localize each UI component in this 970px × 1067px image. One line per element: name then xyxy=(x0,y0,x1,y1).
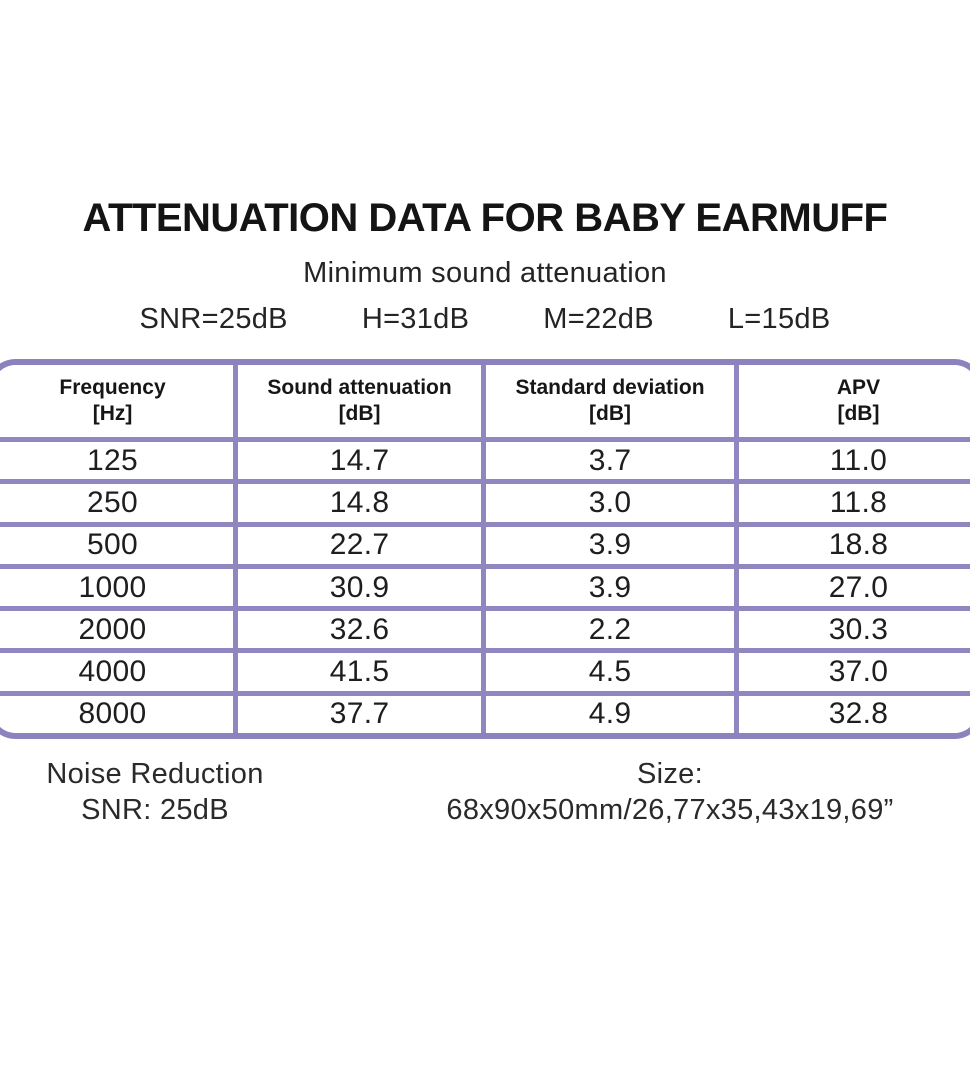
header-line: Sound attenuation xyxy=(267,375,452,399)
size-label: Size: xyxy=(637,758,703,791)
table-cell: 2000 xyxy=(0,606,234,649)
table-cell: 30.3 xyxy=(733,606,970,649)
header-unit: [dB] xyxy=(837,402,880,425)
noise-reduction-note: Noise Reduction SNR: 25dB xyxy=(0,756,310,828)
table-cell: 22.7 xyxy=(233,521,482,564)
header-cell-frequency: Frequency [Hz] xyxy=(0,365,234,437)
size-note: Size: 68x90x50mm/26,77x35,43x19,69” xyxy=(310,756,970,828)
table-cell: 3.0 xyxy=(481,479,734,522)
rating-values-row: SNR=25dB H=31dB M=22dB L=15dB xyxy=(0,303,970,336)
rating-snr: SNR=25dB xyxy=(139,303,288,335)
table-cell: 125 xyxy=(0,437,234,480)
table-cell: 11.0 xyxy=(733,437,970,480)
table-cell: 41.5 xyxy=(233,648,482,691)
header-unit: [dB] xyxy=(589,402,631,425)
header-line: Standard deviation xyxy=(515,375,705,399)
table-cell: 250 xyxy=(0,479,234,522)
header-line: Frequency xyxy=(59,375,166,399)
page-subtitle: Minimum sound attenuation xyxy=(303,257,667,289)
table-cell: 14.8 xyxy=(233,479,482,522)
table-cell: 32.6 xyxy=(233,606,482,649)
table-cell: 18.8 xyxy=(733,521,970,564)
attenuation-table: Frequency [Hz] Sound attenuation [dB] St… xyxy=(0,359,970,740)
table-cell: 3.7 xyxy=(481,437,734,480)
table-cell: 11.8 xyxy=(733,479,970,522)
page-title: ATTENUATION DATA FOR BABY EARMUFF xyxy=(82,196,888,240)
table-cell: 37.7 xyxy=(233,690,482,734)
rating-m: M=22dB xyxy=(543,303,654,335)
header-line: APV xyxy=(836,375,881,399)
header-unit: [Hz] xyxy=(92,402,133,425)
table-cell: 4000 xyxy=(0,648,234,691)
noise-reduction-label: Noise Reduction xyxy=(46,758,264,791)
noise-reduction-value: SNR: 25dB xyxy=(81,794,229,827)
table-cell: 4.9 xyxy=(481,690,734,734)
table-cell: 1000 xyxy=(0,563,234,607)
spec-sheet: ATTENUATION DATA FOR BABY EARMUFF Minimu… xyxy=(0,196,970,828)
header-cell-standard-deviation: Standard deviation [dB] xyxy=(481,365,734,437)
footer-notes: Noise Reduction SNR: 25dB Size: 68x90x50… xyxy=(0,756,970,828)
size-value: 68x90x50mm/26,77x35,43x19,69” xyxy=(446,794,894,827)
table-cell: 27.0 xyxy=(733,563,970,607)
header-cell-apv: APV [dB] xyxy=(733,365,970,437)
table-cell: 4.5 xyxy=(481,648,734,691)
table-cell: 500 xyxy=(0,521,234,564)
attenuation-table-grid: Frequency [Hz] Sound attenuation [dB] St… xyxy=(0,365,970,734)
header-unit: [dB] xyxy=(338,402,381,425)
table-cell: 2.2 xyxy=(481,606,734,649)
table-cell: 3.9 xyxy=(481,563,734,607)
table-cell: 8000 xyxy=(0,690,234,734)
table-cell: 3.9 xyxy=(481,521,734,564)
table-cell: 30.9 xyxy=(233,563,482,607)
table-cell: 32.8 xyxy=(733,690,970,734)
header-cell-sound-attenuation: Sound attenuation [dB] xyxy=(233,365,482,437)
rating-l: L=15dB xyxy=(727,303,831,335)
table-cell: 14.7 xyxy=(233,437,482,480)
table-cell: 37.0 xyxy=(733,648,970,691)
rating-h: H=31dB xyxy=(361,303,470,335)
